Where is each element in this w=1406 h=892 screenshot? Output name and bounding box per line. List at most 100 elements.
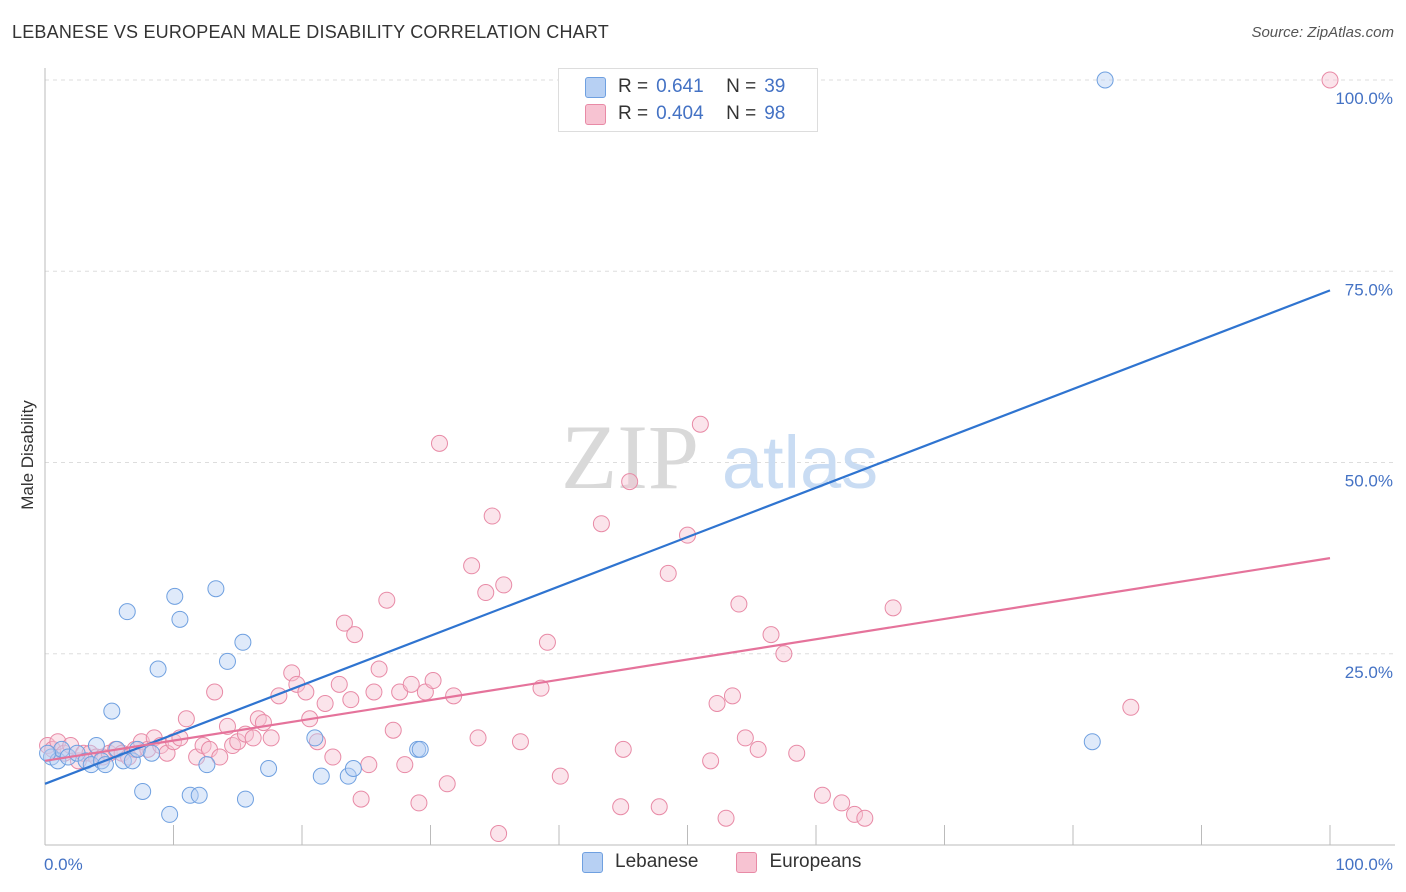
lebanese-point: [198, 756, 216, 774]
y-tick-label: 100.0%: [1335, 89, 1393, 108]
europeans-point: [511, 733, 529, 751]
europeans-point: [592, 515, 610, 533]
europeans-trend-line: [44, 557, 1331, 762]
europeans-point: [438, 775, 456, 793]
europeans-point: [691, 415, 709, 433]
europeans-point: [365, 683, 383, 701]
europeans-point: [469, 729, 487, 747]
series-swatch-europeans: [736, 851, 758, 873]
lebanese-trend-line: [44, 289, 1331, 785]
europeans-point: [342, 691, 360, 709]
europeans-point: [833, 794, 851, 812]
europeans-point: [730, 595, 748, 613]
europeans-point: [708, 694, 726, 712]
lebanese-point: [171, 610, 189, 628]
europeans-point: [206, 683, 224, 701]
europeans-point: [1122, 698, 1140, 716]
series-legend-lebanese: Lebanese: [582, 851, 698, 873]
source-label: Source: ZipAtlas.com: [1251, 24, 1394, 41]
europeans-point: [384, 721, 402, 739]
lebanese-point: [411, 740, 429, 758]
europeans-point: [538, 633, 556, 651]
europeans-point: [650, 798, 668, 816]
europeans-point: [614, 740, 632, 758]
x-tick-label: 100.0%: [1335, 855, 1393, 874]
lebanese-point: [149, 660, 167, 678]
lebanese-point: [103, 702, 121, 720]
lebanese-point: [166, 587, 184, 605]
lebanese-point: [134, 782, 152, 800]
europeans-point: [1321, 71, 1339, 89]
x-tick-label: 0.0%: [44, 855, 83, 874]
europeans-point: [736, 729, 754, 747]
europeans-point: [495, 576, 513, 594]
legend: R = 0.641 N = 39 R = 0.404 N = 98: [558, 68, 818, 132]
europeans-point: [702, 752, 720, 770]
chart-title: LEBANESE VS EUROPEAN MALE DISABILITY COR…: [12, 22, 609, 42]
europeans-point: [659, 564, 677, 582]
europeans-point: [551, 767, 569, 785]
legend-row-lebanese: R = 0.641 N = 39: [585, 75, 785, 99]
europeans-point: [788, 744, 806, 762]
europeans-point: [762, 626, 780, 644]
europeans-point: [463, 557, 481, 575]
legend-n-value: 98: [764, 103, 786, 124]
lebanese-point: [1096, 71, 1114, 89]
lebanese-point: [118, 603, 136, 621]
lebanese-point: [207, 580, 225, 598]
legend-swatch-lebanese: [585, 76, 606, 98]
legend-r-value: 0.404: [656, 103, 704, 124]
europeans-point: [621, 473, 639, 491]
legend-r-value: 0.641: [656, 76, 704, 97]
europeans-point: [410, 794, 428, 812]
lebanese-point: [190, 786, 208, 804]
series-label-lebanese: Lebanese: [615, 851, 699, 872]
europeans-point: [424, 672, 442, 690]
legend-n-label: N =: [726, 76, 757, 97]
europeans-point: [244, 729, 262, 747]
lebanese-point: [306, 729, 324, 747]
europeans-point: [316, 694, 334, 712]
series-swatch-lebanese: [582, 851, 603, 873]
europeans-point: [396, 756, 414, 774]
watermark-atlas: atlas: [722, 421, 878, 504]
watermark-zip: ZIP: [561, 406, 699, 508]
europeans-point: [360, 756, 378, 774]
europeans-point: [856, 809, 874, 827]
europeans-point: [430, 434, 448, 452]
europeans-point: [483, 507, 501, 525]
y-tick-label: 50.0%: [1345, 472, 1393, 491]
legend-r-label: R =: [618, 103, 649, 124]
europeans-point: [262, 729, 280, 747]
europeans-point: [490, 825, 508, 843]
europeans-point: [346, 626, 364, 644]
lebanese-point: [234, 633, 252, 651]
y-tick-label: 75.0%: [1345, 280, 1393, 299]
lebanese-point: [344, 760, 362, 777]
lebanese-point: [236, 790, 254, 808]
europeans-point: [402, 675, 420, 693]
europeans-point: [723, 687, 741, 705]
europeans-point: [335, 614, 353, 632]
europeans-point: [813, 786, 831, 804]
europeans-point: [177, 710, 195, 728]
legend-row-europeans: R = 0.404 N = 98: [585, 102, 785, 126]
lebanese-point: [143, 744, 161, 762]
europeans-point: [330, 675, 348, 693]
lebanese-point: [260, 760, 278, 777]
europeans-point: [612, 798, 630, 816]
y-tick-label: 25.0%: [1345, 663, 1393, 682]
europeans-point: [749, 740, 767, 758]
europeans-point: [477, 584, 495, 602]
europeans-point: [211, 748, 229, 766]
legend-swatch-europeans: [585, 103, 606, 125]
europeans-point: [352, 790, 370, 808]
europeans-point: [370, 660, 388, 678]
lebanese-point: [161, 805, 179, 823]
europeans-point: [378, 591, 396, 609]
legend-n-value: 39: [764, 76, 786, 97]
europeans-point: [846, 805, 864, 823]
europeans-point: [884, 599, 902, 617]
lebanese-point: [218, 652, 236, 670]
